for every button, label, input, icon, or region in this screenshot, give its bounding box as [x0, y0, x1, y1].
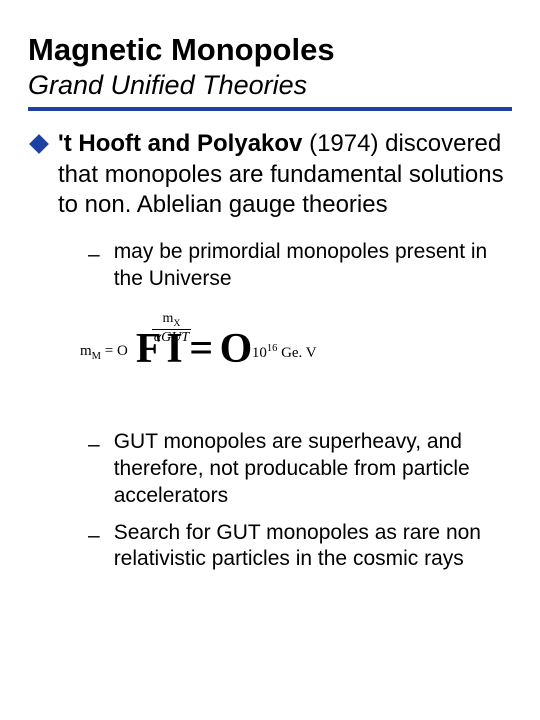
formula: mM = O mX αGUT F I = O 1016 Ge. V: [80, 311, 512, 395]
dash-icon: –: [88, 524, 100, 548]
formula-num-m: m: [163, 311, 174, 326]
bullet-level1: 't Hooft and Polyakov (1974) discovered …: [32, 129, 512, 221]
formula-lhs: mM = O: [80, 343, 128, 362]
formula-lhs-sub: M: [92, 351, 101, 362]
sub-bullet-2: – GUT monopoles are superheavy, and ther…: [88, 429, 502, 510]
sub-bullet-3: – Search for GUT monopoles as rare non r…: [88, 520, 502, 574]
formula-rhs-unit: Ge. V: [277, 345, 316, 361]
formula-rhs-base: 10: [252, 345, 267, 361]
sub-bullet-2-text: GUT monopoles are superheavy, and theref…: [114, 429, 502, 510]
title-rule: [28, 107, 512, 111]
dash-icon: –: [88, 433, 100, 457]
formula-rhs: 1016 Ge. V: [252, 343, 317, 362]
formula-eq1: = O: [101, 343, 128, 359]
formula-mid: mX αGUT F I = O: [136, 311, 246, 395]
slide-title: Magnetic Monopoles: [28, 32, 512, 68]
sub-bullet-1-text: may be primordial monopoles present in t…: [114, 239, 502, 293]
formula-lhs-m: m: [80, 343, 92, 359]
formula-overlay: F I = O: [136, 325, 251, 373]
slide-subtitle: Grand Unified Theories: [28, 70, 512, 101]
diamond-bullet-icon: [29, 134, 49, 154]
slide-root: Magnetic Monopoles Grand Unified Theorie…: [0, 0, 540, 720]
dash-icon: –: [88, 243, 100, 267]
bullet-bold: 't Hooft and Polyakov: [58, 130, 302, 157]
formula-rhs-sup: 16: [267, 343, 278, 354]
sub-bullet-1: – may be primordial monopoles present in…: [88, 239, 502, 293]
sub-bullet-3-text: Search for GUT monopoles as rare non rel…: [114, 520, 502, 574]
bullet-text: 't Hooft and Polyakov (1974) discovered …: [58, 129, 512, 221]
